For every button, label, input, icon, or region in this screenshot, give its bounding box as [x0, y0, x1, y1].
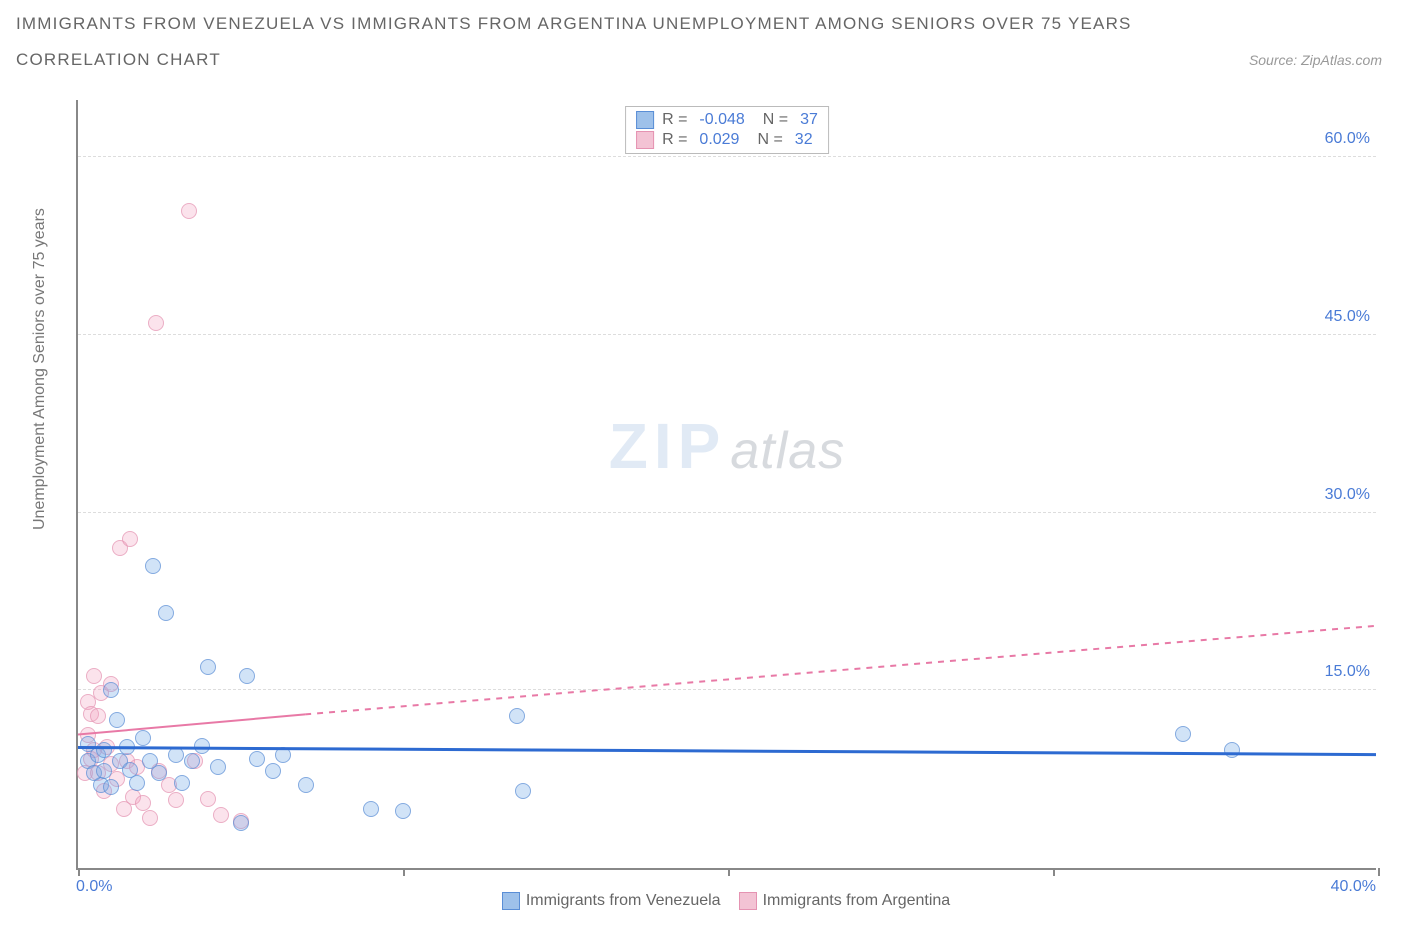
chart-title-line2: CORRELATION CHART: [16, 50, 221, 70]
watermark-atlas: atlas: [730, 421, 845, 481]
x-tick-mark: [403, 868, 405, 876]
x-tick-mark: [78, 868, 80, 876]
data-point: [142, 810, 158, 826]
data-point: [395, 803, 411, 819]
n-value: 32: [795, 131, 813, 149]
data-point: [298, 777, 314, 793]
data-point: [181, 203, 197, 219]
data-point: [96, 742, 112, 758]
r-value: -0.048: [699, 111, 744, 129]
n-value: 37: [800, 111, 818, 129]
r-label: R =: [662, 131, 687, 149]
chart-title-line1: IMMIGRANTS FROM VENEZUELA VS IMMIGRANTS …: [16, 14, 1390, 34]
legend-series: Immigrants from Venezuela Immigrants fro…: [76, 892, 1376, 910]
x-tick-mark: [1053, 868, 1055, 876]
plot-area: ZIP atlas R = -0.048 N = 37 R = 0.029 N …: [76, 100, 1376, 870]
data-point: [103, 682, 119, 698]
y-tick-label: 60.0%: [1325, 130, 1370, 148]
n-label: N =: [763, 111, 788, 129]
legend-swatch-argentina: [739, 892, 757, 910]
data-point: [109, 712, 125, 728]
data-point: [275, 747, 291, 763]
data-point: [184, 753, 200, 769]
x-tick-label-min: 0.0%: [76, 878, 112, 896]
data-point: [200, 791, 216, 807]
data-point: [90, 708, 106, 724]
data-point: [363, 801, 379, 817]
data-point: [233, 815, 249, 831]
legend-swatch-venezuela: [502, 892, 520, 910]
data-point: [265, 763, 281, 779]
r-label: R =: [662, 111, 687, 129]
x-tick-mark: [728, 868, 730, 876]
data-point: [509, 708, 525, 724]
data-point: [96, 763, 112, 779]
data-point: [210, 759, 226, 775]
data-point: [200, 659, 216, 675]
gridline-h: [78, 334, 1376, 335]
source-attribution: Source: ZipAtlas.com: [1249, 52, 1382, 68]
data-point: [168, 747, 184, 763]
data-point: [239, 668, 255, 684]
legend-stats-row-venezuela: R = -0.048 N = 37: [636, 111, 818, 129]
n-label: N =: [757, 131, 782, 149]
legend-label: Immigrants from Argentina: [763, 892, 951, 910]
data-point: [515, 783, 531, 799]
x-tick-mark: [1378, 868, 1380, 876]
data-point: [86, 668, 102, 684]
data-point: [151, 765, 167, 781]
legend-stats-box: R = -0.048 N = 37 R = 0.029 N = 32: [625, 106, 829, 154]
data-point: [148, 315, 164, 331]
data-point: [1224, 742, 1240, 758]
data-point: [194, 738, 210, 754]
legend-item-venezuela: Immigrants from Venezuela: [502, 892, 721, 910]
y-tick-label: 45.0%: [1325, 308, 1370, 326]
data-point: [249, 751, 265, 767]
watermark: ZIP atlas: [609, 409, 845, 483]
chart-container: Unemployment Among Seniors over 75 years…: [16, 100, 1390, 920]
legend-stats-row-argentina: R = 0.029 N = 32: [636, 131, 818, 149]
data-point: [119, 739, 135, 755]
gridline-h: [78, 156, 1376, 157]
y-tick-label: 15.0%: [1325, 663, 1370, 681]
data-point: [174, 775, 190, 791]
y-tick-label: 30.0%: [1325, 486, 1370, 504]
data-point: [103, 779, 119, 795]
x-tick-label-max: 40.0%: [1331, 878, 1376, 896]
gridline-h: [78, 689, 1376, 690]
legend-item-argentina: Immigrants from Argentina: [739, 892, 951, 910]
legend-swatch-venezuela: [636, 111, 654, 129]
data-point: [213, 807, 229, 823]
data-point: [135, 730, 151, 746]
r-value: 0.029: [699, 131, 739, 149]
trend-lines: [78, 100, 1376, 868]
gridline-h: [78, 512, 1376, 513]
data-point: [145, 558, 161, 574]
data-point: [168, 792, 184, 808]
data-point: [158, 605, 174, 621]
data-point: [1175, 726, 1191, 742]
legend-label: Immigrants from Venezuela: [526, 892, 721, 910]
title-block: IMMIGRANTS FROM VENEZUELA VS IMMIGRANTS …: [0, 0, 1406, 70]
data-point: [135, 795, 151, 811]
watermark-zip: ZIP: [609, 409, 727, 483]
y-axis-label: Unemployment Among Seniors over 75 years: [31, 208, 49, 530]
data-point: [122, 531, 138, 547]
legend-swatch-argentina: [636, 131, 654, 149]
data-point: [129, 775, 145, 791]
